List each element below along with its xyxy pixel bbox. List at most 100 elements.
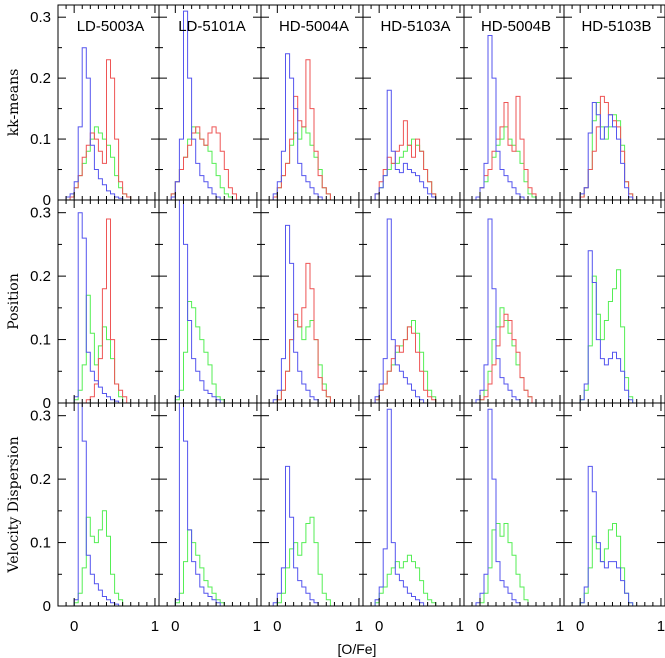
hist-red-r0-c3 (363, 120, 464, 200)
hist-green-r1-c0 (58, 294, 159, 403)
x-tick-label: 0 (273, 618, 281, 635)
y-tick-label: 0.1 (30, 332, 51, 349)
hist-red-r0-c5 (564, 95, 665, 200)
column-title: HD-5004B (481, 18, 551, 35)
x-tick-label: 1 (657, 618, 665, 635)
x-tick-label: 0 (171, 618, 179, 635)
y-tick-label: 0.2 (30, 471, 51, 488)
hist-blue-r1-c0 (58, 212, 159, 403)
hist-blue-r0-c5 (564, 102, 665, 200)
hist-blue-r2-c5 (564, 465, 665, 606)
y-tick-label: 0 (43, 598, 51, 615)
panel-r2-c3 (362, 402, 465, 607)
hist-green-r1-c1 (159, 301, 261, 403)
x-tick-label: 1 (151, 618, 159, 635)
hist-red-r0-c4 (464, 95, 564, 200)
hist-green-r2-c5 (564, 523, 665, 606)
hist-red-r1-c2 (261, 262, 363, 403)
panel-frame (260, 199, 364, 404)
y-tick-label: 0.2 (30, 268, 51, 285)
column-title: HD-5103A (380, 18, 450, 35)
row-label: Position (6, 273, 22, 330)
hist-green-r0-c4 (464, 126, 564, 200)
panel-frame (563, 199, 665, 404)
panel-frame (563, 402, 665, 607)
panel-r1-c3 (362, 199, 465, 404)
panel-frame (362, 402, 465, 607)
x-tick-label: 1 (556, 618, 564, 635)
hist-blue-r2-c3 (363, 408, 464, 606)
column-title: LD-5003A (77, 18, 145, 35)
x-tick-label: 0 (375, 618, 383, 635)
column-title: HD-5103B (581, 18, 651, 35)
column-title: LD-5101A (178, 18, 246, 35)
panel-r0-c2 (260, 4, 364, 201)
hist-green-r2-c1 (159, 529, 261, 606)
hist-green-r0-c5 (564, 102, 665, 200)
hist-blue-r1-c4 (464, 218, 564, 403)
hist-green-r0-c0 (58, 126, 159, 200)
row-label: kk-means (6, 69, 22, 137)
x-tick-label: 1 (355, 618, 363, 635)
panel-r1-c0 (57, 199, 160, 404)
x-axis-title: [O/Fe] (338, 641, 377, 657)
panel-r2-c4 (463, 402, 565, 607)
hist-blue-r2-c4 (464, 408, 564, 606)
hist-blue-r0-c0 (58, 47, 159, 200)
panel-frame (158, 199, 262, 404)
x-tick-label: 1 (253, 618, 261, 635)
panel-r2-c1 (158, 402, 262, 607)
hist-green-r0-c3 (363, 138, 464, 200)
panel-r0-c5 (563, 4, 665, 201)
panel-r1-c4 (463, 199, 565, 404)
hist-blue-r1-c5 (564, 250, 665, 403)
hist-blue-r1-c1 (159, 200, 261, 403)
hist-blue-r0-c3 (363, 89, 464, 200)
x-tick-label: 0 (476, 618, 484, 635)
x-tick-label: 0 (70, 618, 78, 635)
x-tick-label: 1 (456, 618, 464, 635)
hist-red-r1-c0 (58, 218, 159, 403)
y-tick-label: 0.3 (30, 205, 51, 222)
hist-green-r0-c1 (159, 126, 261, 200)
hist-red-r1-c4 (464, 313, 564, 403)
panel-layer (57, 4, 665, 607)
hist-blue-r1-c3 (363, 218, 464, 403)
hist-red-r0-c2 (261, 59, 363, 200)
panel-r2-c2 (260, 402, 364, 607)
hist-red-r0-c1 (159, 126, 261, 200)
hist-blue-r0-c4 (464, 35, 564, 200)
y-tick-label: 0 (43, 192, 51, 209)
panel-frame (463, 402, 565, 607)
y-tick-label: 0.1 (30, 131, 51, 148)
hist-green-r1-c4 (464, 307, 564, 403)
panel-frame (463, 199, 565, 404)
column-title: HD-5004A (279, 18, 349, 35)
hist-blue-r2-c2 (261, 465, 363, 606)
y-tick-label: 0 (43, 395, 51, 412)
hist-red-r1-c3 (363, 326, 464, 403)
panel-r2-c5 (563, 402, 665, 607)
panel-frame (158, 402, 262, 607)
hist-blue-r2-c1 (159, 403, 261, 606)
hist-blue-r1-c2 (261, 224, 363, 403)
hist-green-r1-c2 (261, 320, 363, 403)
row-label: Velocity Dispersion (6, 436, 22, 573)
panel-r1-c5 (563, 199, 665, 404)
y-tick-label: 0.1 (30, 535, 51, 552)
y-tick-label: 0.3 (30, 9, 51, 26)
hist-green-r2-c3 (363, 554, 464, 606)
hist-blue-r2-c0 (58, 403, 159, 606)
hist-blue-r0-c2 (261, 53, 363, 200)
hist-green-r1-c5 (564, 269, 665, 403)
panel-frame (57, 199, 160, 404)
y-tick-label: 0.3 (30, 408, 51, 425)
panel-r1-c1 (158, 199, 262, 404)
panel-r2-c0 (57, 402, 160, 607)
hist-red-r0-c0 (58, 59, 159, 200)
panel-r1-c2 (260, 199, 364, 404)
panel-frame (260, 402, 364, 607)
panel-frame (57, 402, 160, 607)
